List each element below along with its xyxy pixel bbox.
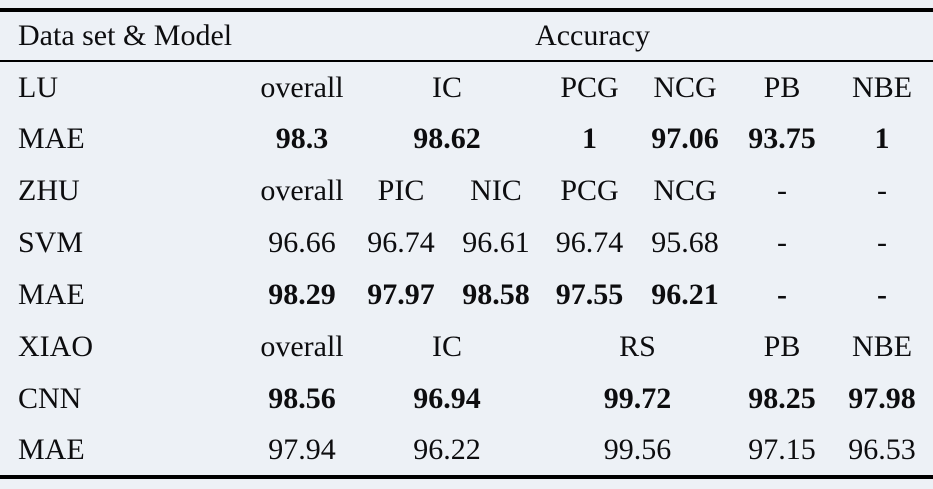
cell: 97.94	[268, 433, 336, 466]
cell: 98.3	[275, 122, 329, 155]
table-row-zhu-svm: SVM 96.66 96.74 96.61 96.74 95.68 - -	[0, 217, 933, 269]
cell: -	[877, 278, 888, 311]
cell: 93.75	[748, 122, 816, 155]
row-label: SVM	[18, 226, 84, 259]
cell: 98.62	[413, 122, 481, 155]
table-row-zhu-mae: MAE 98.29 97.97 98.58 97.55 96.21 - -	[0, 269, 933, 321]
row-label: LU	[18, 70, 58, 104]
table-row-xiao-cnn: CNN 98.56 96.94 99.72 98.25 97.98	[0, 373, 933, 425]
cell: RS	[619, 330, 656, 363]
row-label: XIAO	[18, 330, 93, 363]
paper-table-container: Data set & Model Accuracy LU overall IC …	[0, 8, 933, 479]
cell: 1	[874, 122, 890, 155]
table-row-xiao-mae: MAE 97.94 96.22 99.56 97.15 96.53	[0, 425, 933, 477]
cell: 99.72	[603, 382, 672, 415]
cell: 98.25	[748, 382, 816, 415]
cell: -	[877, 174, 888, 207]
cell: -	[877, 226, 888, 259]
cell: 97.15	[748, 433, 816, 466]
cell: NCG	[653, 174, 717, 207]
cell: 96.66	[268, 226, 336, 259]
col-header-accuracy: Accuracy	[535, 19, 650, 52]
table-row-xiao: XIAO overall IC RS PB NBE	[0, 321, 933, 373]
cell: NBE	[852, 70, 913, 104]
cell: 1	[582, 122, 597, 155]
header-row: Data set & Model Accuracy	[0, 10, 933, 61]
row-label: MAE	[18, 278, 85, 311]
row-label: CNN	[18, 382, 82, 415]
row-label: MAE	[18, 433, 85, 466]
cell: PB	[763, 70, 801, 104]
cell: 96.74	[555, 226, 624, 259]
table-row-zhu: ZHU overall PIC NIC PCG NCG - -	[0, 165, 933, 217]
cell: -	[777, 174, 787, 207]
cell: overall	[260, 70, 344, 104]
cell: 95.68	[651, 226, 719, 259]
cell: 96.21	[651, 278, 719, 311]
row-label: ZHU	[18, 174, 80, 207]
cell: -	[777, 278, 787, 311]
cell: overall	[260, 174, 344, 207]
cell: PCG	[560, 70, 619, 104]
table-row-lu-mae: MAE 98.3 98.62 1 97.06 93.75 1	[0, 113, 933, 165]
results-table: Data set & Model Accuracy LU overall IC …	[0, 8, 933, 479]
cell: 97.97	[367, 278, 435, 311]
cell: 98.58	[462, 278, 530, 311]
row-label: MAE	[18, 122, 85, 155]
cell: NBE	[852, 330, 913, 363]
cell: 97.98	[848, 382, 916, 415]
cell: 97.06	[651, 122, 719, 155]
cell: 96.94	[413, 382, 481, 415]
cell: 96.74	[367, 226, 435, 259]
cell: overall	[260, 330, 344, 363]
cell: NIC	[470, 174, 522, 207]
cell: IC	[432, 330, 462, 363]
col-header-dataset-model: Data set & Model	[18, 19, 233, 52]
cell: 98.29	[268, 278, 336, 311]
cell: 96.22	[413, 433, 481, 466]
cell: 97.55	[555, 278, 624, 311]
cell: 99.56	[603, 433, 672, 466]
cell: 96.61	[462, 226, 530, 259]
cell: 98.56	[268, 382, 336, 415]
cell: PIC	[377, 174, 425, 207]
table-row-lu: LU overall IC PCG NCG PB NBE	[0, 61, 933, 113]
cell: 96.53	[848, 433, 916, 466]
cell: PCG	[560, 174, 619, 207]
cell: NCG	[653, 70, 717, 104]
cell: -	[777, 226, 787, 259]
cell: PB	[763, 330, 801, 363]
cell: IC	[432, 70, 462, 104]
